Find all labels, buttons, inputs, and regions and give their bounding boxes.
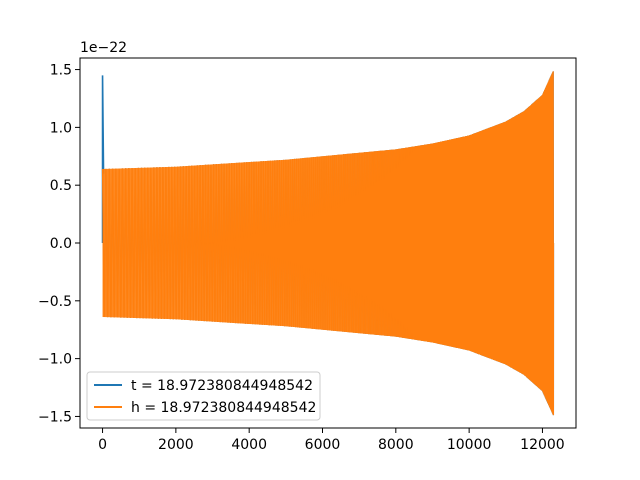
y-tick-label: −1.5 [38,409,72,425]
legend-label-h: h = 18.972380844948542 [131,400,316,416]
x-tick-label: 4000 [231,437,267,453]
y-axis-ticks: −1.5 −1.0 −0.5 0.0 0.5 1.0 1.5 [38,63,80,425]
series-layer [101,70,555,416]
legend: t = 18.972380844948542 h = 18.9723808449… [86,371,321,421]
x-tick-label: 12000 [520,437,565,453]
y-tick-label: 0.0 [50,236,72,252]
series-h [101,70,555,416]
x-axis-ticks: 0 2000 4000 6000 8000 10000 12000 [98,428,565,453]
y-tick-label: 1.0 [50,120,72,136]
x-tick-label: 6000 [305,437,341,453]
x-tick-label: 2000 [158,437,194,453]
legend-label-t: t = 18.972380844948542 [131,378,313,394]
x-tick-label: 10000 [447,437,492,453]
y-tick-label: 0.5 [50,178,72,194]
legend-frame [86,371,321,421]
x-tick-label: 0 [98,437,107,453]
y-offset-text: 1e−22 [80,40,127,56]
y-tick-label: −0.5 [38,294,72,310]
x-tick-label: 8000 [378,437,414,453]
series-h-line [101,71,555,416]
y-tick-label: −1.0 [38,352,72,368]
y-tick-label: 1.5 [50,63,72,79]
